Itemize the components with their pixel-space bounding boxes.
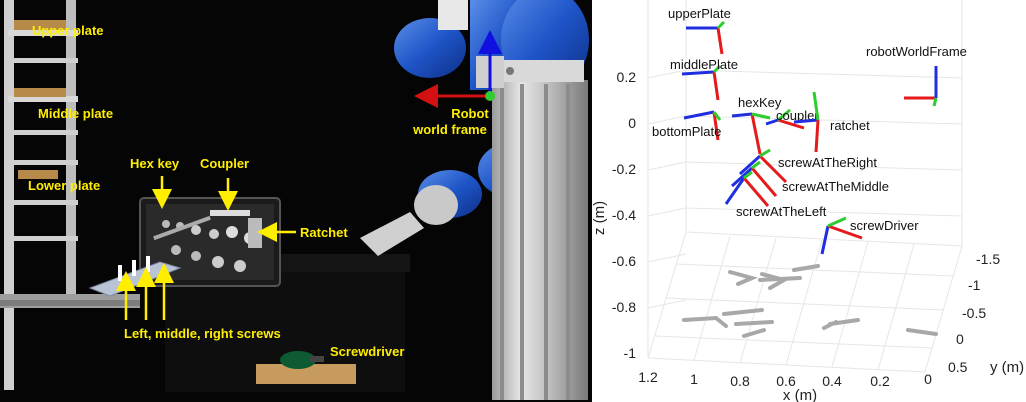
frame-screwAtTheLeft: screwAtTheLeft [724, 170, 827, 219]
frame-coupler: coupler [765, 108, 819, 130]
frame-label-screwDriver: screwDriver [850, 218, 919, 233]
z-tick: -0.2 [612, 161, 636, 177]
middle-plate-label: Middle plate [38, 106, 113, 121]
z-tick: 0.2 [617, 69, 637, 85]
frame-label-ratchet: ratchet [830, 118, 870, 133]
x-tick: 0.8 [730, 373, 750, 389]
x-tick: 0.4 [822, 373, 842, 389]
y-tick: -1 [968, 277, 981, 293]
x-tick: 1 [690, 371, 698, 387]
x-tick: 0.6 [776, 373, 796, 389]
z-tick: -1 [624, 345, 637, 361]
frame-hexKey: hexKey [731, 95, 782, 155]
z-tick: 0 [628, 115, 636, 131]
upper-plate-wood [14, 20, 66, 30]
floor-shadows [682, 264, 938, 338]
x-tick-labels: 1.2 1 0.8 0.6 0.4 0.2 0 [638, 369, 932, 389]
frame-label-upperPlate: upperPlate [668, 6, 731, 21]
coupler-label: Coupler [200, 156, 249, 171]
robot-label-line2: world frame [412, 122, 487, 137]
screwdriver-board [256, 351, 356, 384]
frame-label-screwAtTheLeft: screwAtTheLeft [736, 204, 827, 219]
lower-plate-label: Lower plate [28, 178, 100, 193]
y-tick-labels: -1.5 -1 -0.5 0 0.5 [948, 251, 1000, 375]
hex-key-label: Hex key [130, 156, 180, 171]
z-axis-label: z (m) [591, 201, 608, 235]
y-tick: -0.5 [962, 305, 986, 321]
plot-grid [647, 0, 963, 373]
frame-label-coupler: coupler [776, 108, 819, 123]
screwdriver-label: Screwdriver [330, 344, 404, 359]
y-tick: -1.5 [976, 251, 1000, 267]
upper-plate-label: Upper plate [32, 23, 104, 38]
robot-pillar [476, 56, 588, 400]
z-tick: -0.6 [612, 253, 636, 269]
frame-label-hexKey: hexKey [738, 95, 782, 110]
y-tick: 0 [956, 331, 964, 347]
frame-ratchet: ratchet [793, 91, 870, 153]
photo-arrows [116, 176, 296, 320]
frame-label-robotWorldFrame: robotWorldFrame [866, 44, 967, 59]
z-tick: -0.8 [612, 299, 636, 315]
frame-screwDriver: screwDriver [820, 216, 919, 255]
plot-panel: 0.2 0 -0.2 -0.4 -0.6 -0.8 -1 z (m) 1.2 1… [591, 0, 1026, 402]
middle-plate-wood [14, 88, 66, 97]
x-tick: 0 [924, 371, 932, 387]
photo-panel: Upper plate Middle plate Lower plate Hex… [0, 0, 592, 402]
y-axis-label: y (m) [990, 359, 1024, 376]
frame-upperPlate: upperPlate [668, 6, 731, 55]
frame-middlePlate: middlePlate [670, 57, 738, 101]
x-axis-label: x (m) [783, 387, 817, 402]
z-tick: -0.4 [612, 207, 636, 223]
lower-plate-wood [18, 170, 58, 179]
screws-label: Left, middle, right screws [124, 326, 281, 341]
frame-label-bottomPlate: bottomPlate [652, 124, 721, 139]
frame-robotWorldFrame: robotWorldFrame [866, 44, 967, 107]
ratchet-label: Ratchet [300, 225, 348, 240]
x-tick: 0.2 [870, 373, 890, 389]
z-tick-labels: 0.2 0 -0.2 -0.4 -0.6 -0.8 -1 [612, 69, 636, 361]
frame-label-screwAtTheMiddle: screwAtTheMiddle [782, 179, 889, 194]
frame-screwAtTheMiddle: screwAtTheMiddle [730, 160, 889, 197]
shelf-rack [0, 0, 140, 390]
robot-label-line1: Robot [451, 106, 489, 121]
frame-label-screwAtTheRight: screwAtTheRight [778, 155, 877, 170]
frame-label-middlePlate: middlePlate [670, 57, 738, 72]
frame-bottomPlate: bottomPlate [652, 110, 721, 141]
frame-screwAtTheRight: screwAtTheRight [738, 148, 877, 184]
x-tick: 1.2 [638, 369, 658, 385]
y-tick: 0.5 [948, 359, 968, 375]
photo-world-frame [414, 30, 502, 108]
